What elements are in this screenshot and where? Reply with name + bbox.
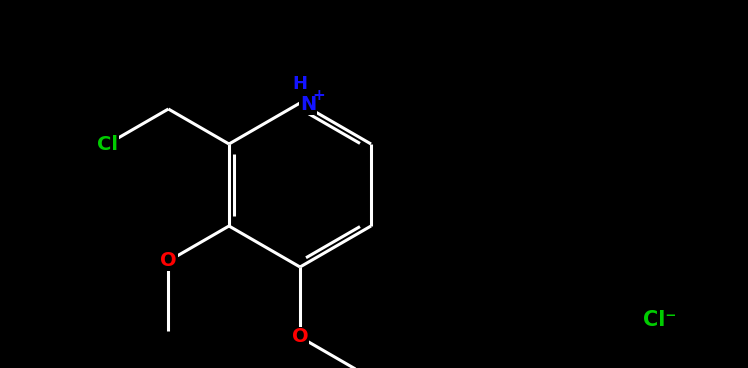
- Text: O: O: [292, 328, 308, 347]
- Text: Cl⁻: Cl⁻: [643, 310, 677, 330]
- Text: +: +: [312, 88, 325, 103]
- Text: Cl: Cl: [97, 134, 118, 153]
- Text: O: O: [160, 251, 177, 270]
- Text: N: N: [300, 96, 316, 114]
- Text: H: H: [292, 75, 307, 93]
